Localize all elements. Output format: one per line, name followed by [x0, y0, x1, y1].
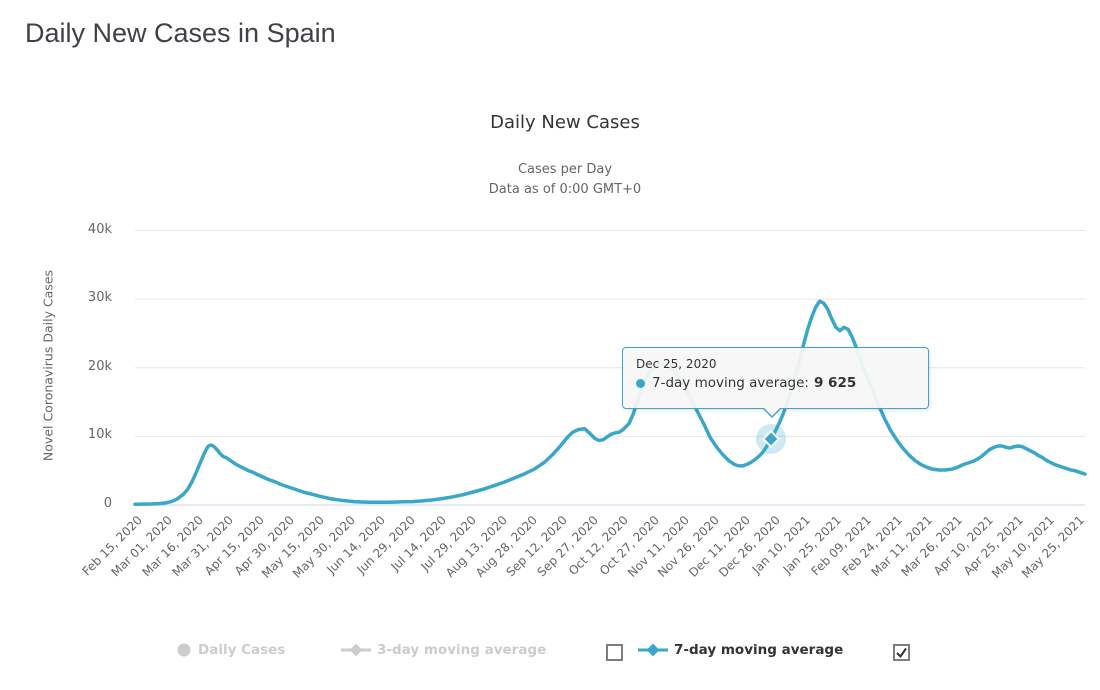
- y-tick-label: 40k: [87, 221, 112, 237]
- series-bullet-icon: [636, 378, 645, 388]
- tooltip-date: Dec 25, 2020: [636, 357, 717, 371]
- line-diamond-marker-icon: [638, 642, 668, 658]
- y-tick-label: 10k: [87, 427, 112, 443]
- circle-marker-icon: [176, 642, 192, 658]
- legend-label: 7-day moving average: [674, 642, 844, 658]
- legend-item-3day-avg[interactable]: 3-day moving average: [341, 642, 546, 658]
- legend-item-7day-avg[interactable]: 7-day moving average: [638, 642, 843, 658]
- checkmark-icon: [896, 647, 907, 659]
- y-tick-label: 0: [103, 496, 112, 511]
- plot-area: [133, 230, 1087, 506]
- chart-title: Daily New Cases: [490, 112, 640, 133]
- legend-checkbox-7day-checked[interactable]: [893, 644, 910, 661]
- page-title: Daily New Cases in Spain: [25, 18, 336, 48]
- y-tick-label: 20k: [87, 358, 112, 374]
- series-line-7day-moving-average[interactable]: [133, 299, 1087, 506]
- legend-checkbox-3day-unchecked[interactable]: [606, 644, 623, 661]
- legend-label: Daily Cases: [198, 642, 286, 658]
- legend-label: 3-day moving average: [377, 642, 547, 658]
- page-header: Daily New Cases in Spain: [25, 18, 336, 49]
- chart-subtitle-line2: Data as of 0:00 GMT+0: [488, 182, 642, 197]
- chart-tooltip: Dec 25, 2020 7-day moving average: 9 625: [622, 347, 929, 418]
- y-tick-label: 30k: [87, 290, 112, 306]
- tooltip-series-label: 7-day moving average:: [652, 375, 809, 391]
- chart-subtitle-line1: Cases per Day: [517, 162, 613, 177]
- daily-new-cases-chart: Daily New Cases Cases per Day Data as of…: [0, 70, 1100, 690]
- hover-marker-diamond-icon: [761, 429, 781, 449]
- legend-item-daily-cases[interactable]: Daily Cases: [176, 642, 285, 658]
- tooltip-value: 9 625: [813, 375, 857, 391]
- line-diamond-marker-icon: [341, 642, 371, 658]
